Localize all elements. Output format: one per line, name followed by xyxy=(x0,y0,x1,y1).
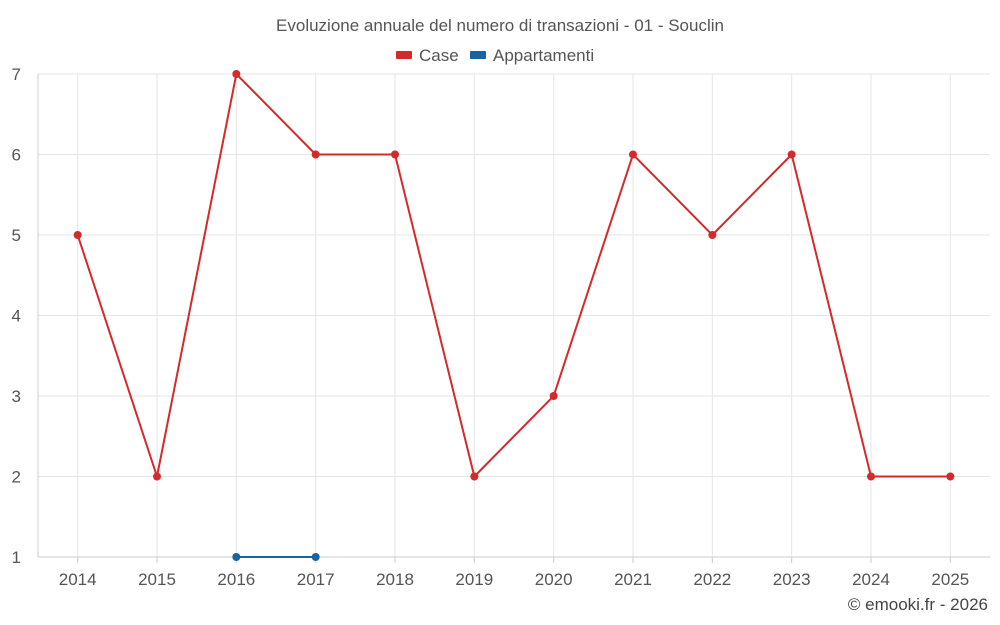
legend-item-case[interactable]: Case xyxy=(396,46,459,65)
x-tick-label: 2014 xyxy=(59,570,97,589)
x-tick-label: 2017 xyxy=(297,570,335,589)
x-tick-label: 2022 xyxy=(693,570,731,589)
x-tick-label: 2025 xyxy=(931,570,969,589)
credit-text: © emooki.fr - 2026 xyxy=(848,595,988,614)
data-point-appartamenti-2017[interactable] xyxy=(311,553,320,561)
legend-swatch-appartamenti xyxy=(470,51,486,59)
series-line-case xyxy=(76,71,951,481)
grid xyxy=(38,73,990,557)
legend-label-case: Case xyxy=(419,46,459,65)
y-tick-label: 2 xyxy=(12,468,21,487)
data-point-case-2016[interactable] xyxy=(232,70,241,78)
data-point-case-2020[interactable] xyxy=(549,392,558,400)
data-point-case-2015[interactable] xyxy=(153,472,161,481)
legend-label-appartamenti: Appartamenti xyxy=(493,46,594,65)
data-point-case-2014[interactable] xyxy=(73,231,82,239)
x-tick-label: 2018 xyxy=(376,570,414,589)
x-tick-label: 2021 xyxy=(614,570,652,589)
legend-item-appartamenti[interactable]: Appartamenti xyxy=(470,46,594,65)
data-point-case-2021[interactable] xyxy=(629,150,637,159)
x-tick-label: 2020 xyxy=(535,570,573,589)
x-tick-label: 2019 xyxy=(455,570,493,589)
data-point-case-2025[interactable] xyxy=(946,472,955,481)
y-tick-label: 3 xyxy=(12,387,21,406)
data-point-case-2017[interactable] xyxy=(311,150,320,159)
data-point-appartamenti-2016[interactable] xyxy=(232,553,241,561)
data-point-case-2018[interactable] xyxy=(391,150,399,159)
series-appartamenti xyxy=(232,553,320,561)
x-tick-label: 2024 xyxy=(852,570,890,589)
axes: 1 2 3 4 5 6 7 2014 2015 2016 2017 2018 2019 2020 2021 2… xyxy=(12,65,990,589)
data-point-case-2023[interactable] xyxy=(787,150,796,159)
y-tick-label: 4 xyxy=(12,307,21,326)
y-tick-label: 1 xyxy=(12,548,21,567)
data-point-case-2022[interactable] xyxy=(708,231,717,239)
legend: Case Appartamenti xyxy=(396,46,594,65)
series-case xyxy=(73,70,955,481)
y-tick-label: 6 xyxy=(12,146,21,165)
y-tick-label: 5 xyxy=(12,226,21,245)
x-tick-label: 2023 xyxy=(773,570,811,589)
data-point-case-2024[interactable] xyxy=(867,472,875,481)
data-point-case-2019[interactable] xyxy=(470,472,479,481)
legend-swatch-case xyxy=(396,51,412,59)
chart-title: Evoluzione annuale del numero di transaz… xyxy=(276,16,724,35)
y-tick-label: 7 xyxy=(12,65,21,84)
series xyxy=(73,70,955,561)
x-tick-label: 2015 xyxy=(138,570,176,589)
x-tick-label: 2016 xyxy=(217,570,255,589)
